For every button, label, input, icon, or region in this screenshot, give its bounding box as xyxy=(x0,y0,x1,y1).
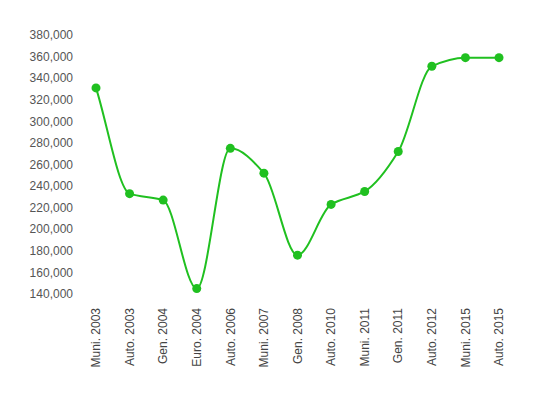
y-tick-label: 160,000 xyxy=(30,266,74,280)
plot-area xyxy=(92,53,504,293)
y-tick-label: 220,000 xyxy=(30,201,74,215)
x-tick-label: Auto. 2012 xyxy=(425,308,439,366)
point xyxy=(192,284,201,293)
point xyxy=(226,144,235,153)
point xyxy=(293,251,302,260)
y-tick-label: 360,000 xyxy=(30,50,74,64)
y-tick-label: 280,000 xyxy=(30,136,74,150)
y-axis: 140,000 160,000 180,000 200,000 220,000 240,0… xyxy=(30,28,74,301)
y-tick-label: 300,000 xyxy=(30,115,74,129)
line xyxy=(96,58,499,289)
x-tick-label: Muni. 2003 xyxy=(89,308,103,368)
x-tick-label: Muni. 2007 xyxy=(257,308,271,368)
x-tick-label: Gen. 2011 xyxy=(391,308,405,363)
x-tick-label: Muni. 2011 xyxy=(358,308,372,367)
y-tick-label: 140,000 xyxy=(30,287,74,301)
x-tick-label: Gen. 2008 xyxy=(291,308,305,364)
y-tick-label: 260,000 xyxy=(30,158,74,172)
point xyxy=(92,83,101,92)
point xyxy=(159,196,168,205)
point xyxy=(461,53,470,62)
x-tick-label: Auto. 2006 xyxy=(224,308,238,366)
point xyxy=(495,53,504,62)
point xyxy=(427,62,436,71)
point xyxy=(360,187,369,196)
x-axis: Muni. 2003 Auto. 2003 Gen. 2004 Euro. 2004 A… xyxy=(89,308,506,368)
x-tick-label: Auto. 2010 xyxy=(324,308,338,366)
y-tick-label: 240,000 xyxy=(30,179,74,193)
point xyxy=(125,189,134,198)
x-tick-label: Auto. 2015 xyxy=(492,308,506,366)
x-tick-label: Gen. 2004 xyxy=(156,308,170,364)
x-tick-label: Euro. 2004 xyxy=(190,308,204,367)
chart: 140,000 160,000 180,000 200,000 220,000 240,0… xyxy=(0,0,545,394)
y-tick-label: 320,000 xyxy=(30,93,74,107)
point xyxy=(394,147,403,156)
y-tick-label: 340,000 xyxy=(30,71,74,85)
y-tick-label: 180,000 xyxy=(30,244,74,258)
x-tick-label: Muni. 2015 xyxy=(459,308,473,368)
y-tick-label: 200,000 xyxy=(30,222,74,236)
x-tick-label: Auto. 2003 xyxy=(123,308,137,366)
point xyxy=(259,169,268,178)
point xyxy=(327,200,336,209)
y-tick-label: 380,000 xyxy=(30,28,74,42)
